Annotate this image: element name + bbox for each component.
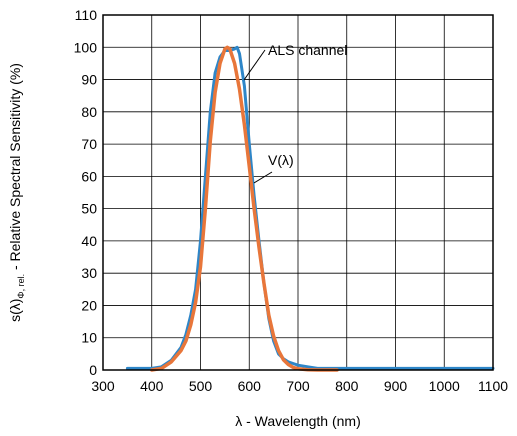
y-tick-label: 80 bbox=[81, 104, 97, 120]
v-lambda-leader-line bbox=[253, 171, 273, 184]
series-layer bbox=[125, 45, 495, 372]
annotation-layer: ALS channel V(λ) bbox=[243, 42, 347, 184]
y-tick-label: 0 bbox=[89, 362, 97, 378]
x-tick-label: 500 bbox=[189, 378, 213, 394]
als-channel-line bbox=[125, 45, 495, 370]
v-lambda-annotation: V(λ) bbox=[268, 152, 294, 168]
x-tick-label: 1000 bbox=[429, 378, 460, 394]
y-tick-label: 50 bbox=[81, 201, 97, 217]
y-tick-label: 90 bbox=[81, 72, 97, 88]
x-tick-label: 600 bbox=[238, 378, 262, 394]
y-axis-label: s(λ)Φ, rel. - Relative Spectral Sensitiv… bbox=[7, 63, 26, 322]
y-axis-label-rest: - Relative Spectral Sensitivity (%) bbox=[7, 63, 23, 274]
y-tick-label: 60 bbox=[81, 168, 97, 184]
x-tick-label: 1100 bbox=[478, 378, 508, 394]
x-axis-label: λ - Wavelength (nm) bbox=[235, 413, 361, 429]
x-tick-label: 800 bbox=[335, 378, 359, 394]
y-tick-label: 70 bbox=[81, 136, 97, 152]
x-tick-label: 700 bbox=[286, 378, 310, 394]
y-tick-labels: 0 10 20 30 40 50 60 70 80 90 100 110 bbox=[74, 7, 98, 378]
v-lambda-line bbox=[150, 45, 339, 372]
y-tick-label: 30 bbox=[81, 265, 97, 281]
x-tick-label: 300 bbox=[91, 378, 115, 394]
y-tick-label: 110 bbox=[75, 7, 98, 23]
y-tick-label: 40 bbox=[81, 233, 97, 249]
plot-frame bbox=[102, 14, 494, 371]
x-tick-label: 900 bbox=[384, 378, 408, 394]
y-axis-label-main: s(λ) bbox=[7, 299, 23, 322]
als-leader-line bbox=[243, 49, 266, 81]
y-tick-label: 100 bbox=[74, 39, 98, 55]
y-axis-label-sub: Φ, rel. bbox=[16, 274, 26, 299]
x-tick-labels: 300 400 500 600 700 800 900 1000 1100 bbox=[91, 378, 508, 394]
als-channel-annotation: ALS channel bbox=[268, 42, 347, 58]
y-tick-label: 20 bbox=[81, 297, 97, 313]
x-tick-label: 400 bbox=[140, 378, 164, 394]
y-tick-label: 10 bbox=[81, 330, 97, 346]
grid-lines bbox=[102, 14, 494, 371]
